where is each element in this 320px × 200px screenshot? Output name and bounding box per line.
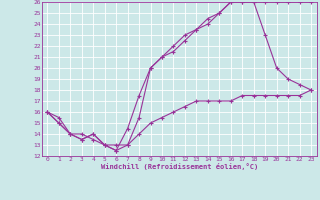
X-axis label: Windchill (Refroidissement éolien,°C): Windchill (Refroidissement éolien,°C) [100,163,258,170]
